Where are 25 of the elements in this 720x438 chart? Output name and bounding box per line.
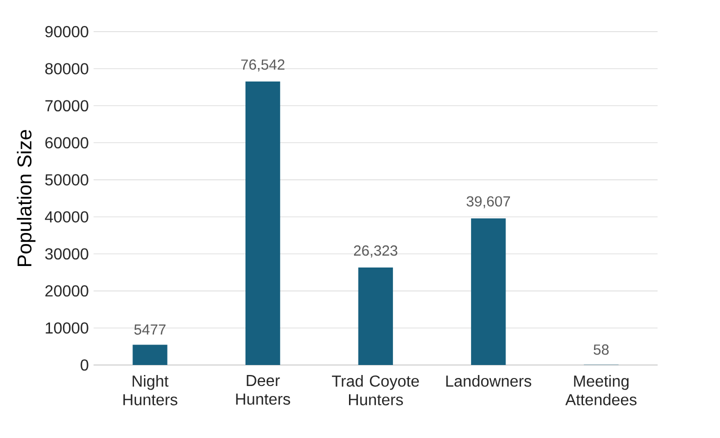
data-label: 26,323 [354,245,398,258]
y-tick-label: 0 [80,359,88,371]
x-tick-label: Meeting Attendees [565,375,637,406]
y-tick-label: 30000 [45,248,88,260]
bar [132,344,168,365]
bar [358,268,393,365]
y-tick-label: 70000 [45,100,88,112]
y-axis-title: Population Size [16,130,36,266]
data-label: 76,542 [241,59,284,72]
bar [245,82,280,365]
x-tick-label: Deer Hunters [236,375,290,405]
data-label: 58 [594,344,609,355]
y-tick-label: 50000 [45,174,88,186]
data-label: 5477 [134,324,166,335]
y-tick-label: 10000 [46,322,88,334]
y-tick-label: 40000 [44,211,88,222]
y-tick-label: 60000 [45,137,88,148]
y-tick-label: 80000 [45,63,88,74]
bar [471,218,506,365]
x-tick-label: Night Hunters [123,375,178,406]
x-tick-label: Trad Coyote Hunters [332,375,419,406]
y-tick-label: 90000 [45,26,88,38]
data-label: 39,607 [466,196,510,208]
y-tick-label: 20000 [45,285,88,297]
x-tick-label: Landowners [446,375,532,387]
